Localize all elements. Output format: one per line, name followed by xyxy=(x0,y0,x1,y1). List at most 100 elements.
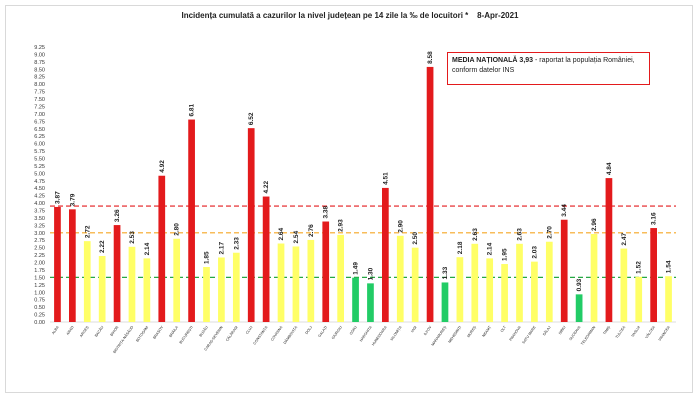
x-tick-label: ARGEȘ xyxy=(79,325,90,338)
y-tick-label: 9.25 xyxy=(34,45,45,51)
y-tick-label: 0.00 xyxy=(34,320,45,326)
bar xyxy=(232,252,240,322)
y-tick-label: 6.50 xyxy=(34,127,45,133)
x-tick-label: IALOMIȚA xyxy=(390,325,403,342)
y-tick-label: 2.75 xyxy=(34,238,45,244)
reference-lines xyxy=(50,205,676,279)
bar-value-label: 2.70 xyxy=(546,226,553,239)
y-tick-label: 1.75 xyxy=(34,268,45,274)
x-tick-label: SIBIU xyxy=(558,325,567,335)
bar-value-label: 2.80 xyxy=(174,223,181,236)
bar-value-label: 3.38 xyxy=(323,205,330,218)
y-tick-label: 3.75 xyxy=(34,209,45,215)
y-tick-label: 8.50 xyxy=(34,67,45,73)
y-tick-label: 9.00 xyxy=(34,52,45,58)
y-tick-label: 0.50 xyxy=(34,305,45,311)
bar xyxy=(143,258,151,322)
bar-value-label: 1.54 xyxy=(666,260,673,273)
bar-value-label: 2.18 xyxy=(457,241,464,254)
bar-value-label: 0.93 xyxy=(576,278,583,291)
bar xyxy=(411,247,419,322)
bar-value-label: 2.14 xyxy=(487,242,494,255)
bar xyxy=(173,238,181,322)
y-tick-label: 5.25 xyxy=(34,164,45,170)
bar xyxy=(456,257,464,322)
x-tick-label: SĂLAJ xyxy=(542,325,552,336)
x-tick-label: SUCEAVA xyxy=(569,325,582,341)
x-tick-label: MUREȘ xyxy=(466,325,477,338)
bar xyxy=(650,228,657,322)
x-tick-label: CONSTANȚA xyxy=(253,325,269,346)
bar xyxy=(69,209,76,322)
y-tick-label: 1.00 xyxy=(34,290,45,296)
y-tick-label: 5.75 xyxy=(34,149,45,155)
bar xyxy=(113,225,121,322)
bar xyxy=(54,206,61,322)
bar-value-label: 1.49 xyxy=(353,262,360,275)
x-tick-label: HUNEDOARA xyxy=(371,325,388,347)
bar-value-label: 2.17 xyxy=(218,241,225,254)
x-tick-label: GALAȚI xyxy=(317,325,328,338)
bar xyxy=(247,128,255,322)
y-tick-label: 6.00 xyxy=(34,142,45,148)
bar-value-label: 2.54 xyxy=(293,230,300,243)
bar-value-label: 4.84 xyxy=(606,162,613,175)
x-tick-label: SATU MARE xyxy=(522,325,537,345)
bar xyxy=(560,219,568,322)
bar xyxy=(367,283,374,322)
bar-value-label: 2.76 xyxy=(308,224,315,237)
chart-title-text: Incidența cumulată a cazurilor la nivel … xyxy=(181,11,469,20)
bar-value-label: 1.52 xyxy=(636,261,643,274)
y-tick-label: 5.00 xyxy=(34,171,45,177)
bar-value-label: 2.53 xyxy=(129,231,136,244)
bar xyxy=(501,264,508,322)
x-tick-label: NEAMȚ xyxy=(482,325,493,338)
bar-value-label: 3.79 xyxy=(69,193,76,206)
y-tick-label: 2.50 xyxy=(34,246,45,252)
x-tick-label: HARGHITA xyxy=(359,325,373,343)
bar-value-label: 1.33 xyxy=(442,266,449,279)
bar xyxy=(188,119,195,322)
x-tick-label: ILFOV xyxy=(423,325,433,336)
bar xyxy=(98,256,106,322)
x-tick-label: CĂLĂRAȘI xyxy=(225,325,238,342)
bar-value-label: 1.30 xyxy=(367,267,374,280)
y-tick-label: 4.50 xyxy=(34,186,45,192)
bar-value-label: 2.96 xyxy=(591,218,598,231)
x-tick-label: ALBA xyxy=(51,325,60,335)
y-tick-label: 0.75 xyxy=(34,298,45,304)
y-tick-label: 2.00 xyxy=(34,261,45,267)
x-tick-label: BUCUREȘTI xyxy=(179,325,194,344)
y-tick-label: 8.25 xyxy=(34,75,45,81)
y-tick-label: 6.75 xyxy=(34,119,45,125)
x-tick-label: GORJ xyxy=(349,325,358,336)
bar-value-label: 6.81 xyxy=(189,104,196,117)
y-tick-label: 8.75 xyxy=(34,60,45,66)
bar-value-label: 8.58 xyxy=(427,51,434,64)
x-tick-label: MEHEDINȚI xyxy=(448,325,463,343)
bar-value-label: 2.33 xyxy=(233,237,240,250)
y-tick-label: 4.00 xyxy=(34,201,45,207)
y-tick-label: 3.25 xyxy=(34,223,45,229)
x-tick-label: BRĂILA xyxy=(168,325,179,338)
bar-value-label: 2.47 xyxy=(621,233,628,246)
y-tick-label: 2.25 xyxy=(34,253,45,259)
note-text-2: conform datelor INS xyxy=(452,67,515,74)
bar-value-label: 3.87 xyxy=(54,191,61,204)
x-tick-label: BIHOR xyxy=(110,325,120,337)
y-tick-label: 7.25 xyxy=(34,104,45,110)
bar xyxy=(83,241,91,322)
x-tick-label: TULCEA xyxy=(615,325,627,339)
x-tick-label: PRAHOVA xyxy=(509,325,523,342)
bar xyxy=(605,178,613,322)
bar-value-label: 2.90 xyxy=(397,220,404,233)
bar xyxy=(620,248,628,322)
y-tick-label: 4.75 xyxy=(34,179,45,185)
y-tick-label: 1.50 xyxy=(34,275,45,281)
x-tick-label: OLT xyxy=(500,325,508,333)
y-tick-label: 1.25 xyxy=(34,283,45,289)
bar xyxy=(322,221,330,322)
x-tick-label: TIMIȘ xyxy=(602,325,611,336)
bar xyxy=(396,235,404,322)
